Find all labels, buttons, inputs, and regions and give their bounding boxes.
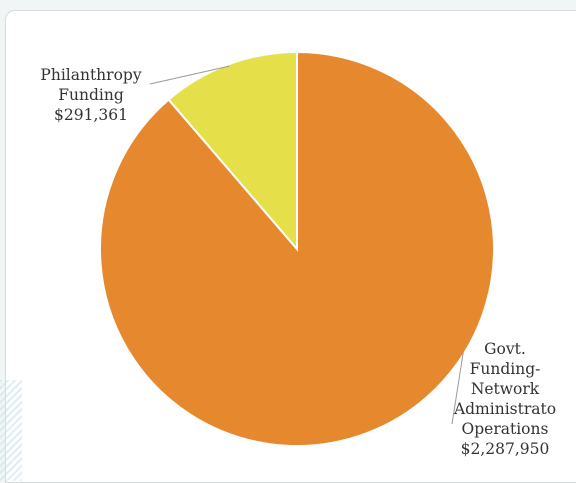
slice-label-govt-line: Funding- [470,360,541,378]
slice-label-govt-line: Administrato [453,400,556,418]
slice-label-govt-line: Operations [462,420,549,438]
leader-line-govt [451,350,465,425]
slice-label-philanthropy-line: Philanthropy [40,66,141,84]
leader-line-philanthropy [149,65,230,85]
slice-label-govt-line: Network [471,380,540,398]
slice-label-philanthropy-line: Funding [58,86,124,104]
decorative-pattern [0,380,22,481]
pie-slice-philanthropy-funding [167,50,298,252]
slice-label-govt-line: $2,287,950 [461,440,550,458]
slice-label-philanthropy-line: $291,361 [54,106,128,124]
slice-label-govt-line: Govt. [484,340,526,358]
